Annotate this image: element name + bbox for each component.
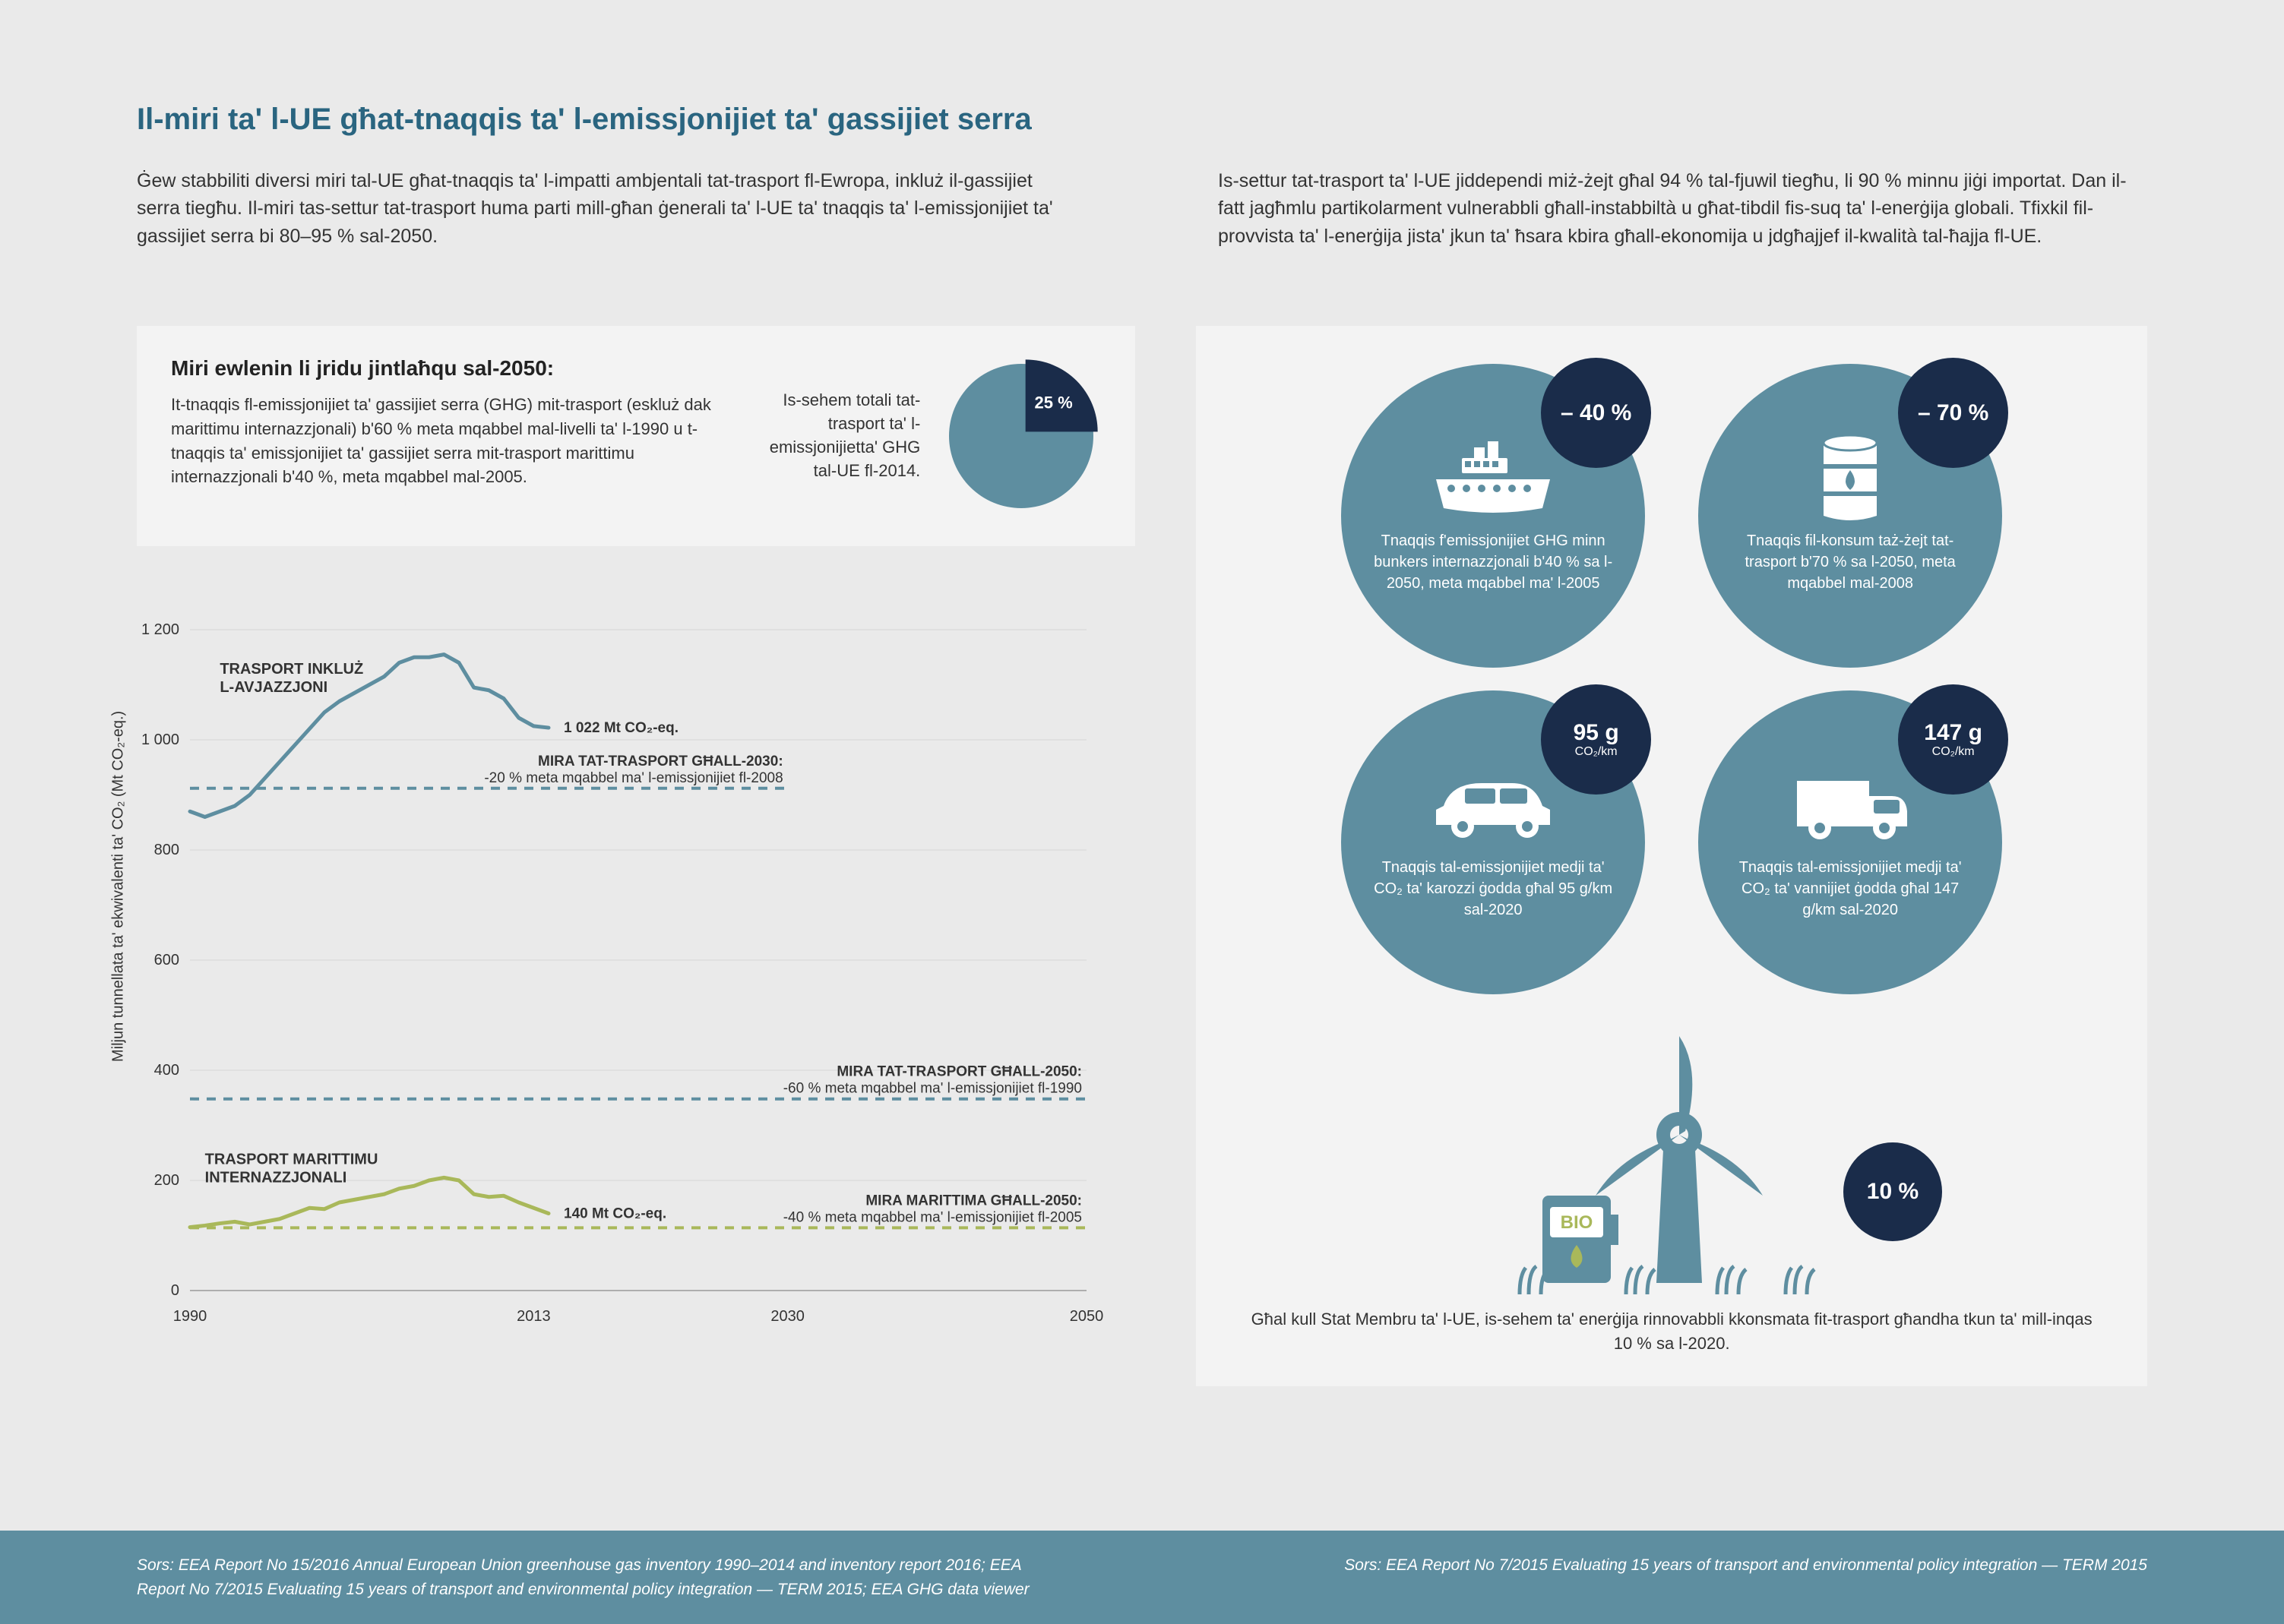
targets-box: Miri ewlenin li jridu jintlaħqu sal-2050… (137, 326, 1135, 546)
target-van: Tnaqqis tal-emissjonijiet medji ta' CO₂ … (1698, 690, 2002, 994)
svg-text:INTERNAZZJONALI: INTERNAZZJONALI (205, 1169, 347, 1186)
circle-text: Tnaqqis tal-emissjonijiet medji ta' CO₂ … (1729, 857, 1972, 921)
svg-text:140 Mt CO₂-eq.: 140 Mt CO₂-eq. (564, 1205, 666, 1221)
svg-text:BIO: BIO (1561, 1212, 1593, 1233)
badge-value: 147 g (1924, 720, 1982, 745)
badge-ship: – 40 % (1541, 358, 1651, 468)
badge-barrel: – 70 % (1898, 358, 2008, 468)
target-ship: Tnaqqis f'emissjonijiet GHG minn bunkers… (1341, 364, 1645, 668)
svg-text:MIRA TAT-TRASPORT GĦALL-2030:: MIRA TAT-TRASPORT GĦALL-2030: (538, 754, 783, 769)
footer: Sors: EEA Report No 15/2016 Annual Europ… (0, 1531, 2284, 1624)
svg-text:1 000: 1 000 (141, 731, 179, 748)
svg-text:2030: 2030 (770, 1308, 805, 1325)
intro-left: Ġew stabbiliti diversi miri tal-UE għat-… (137, 167, 1066, 250)
chart-container: Miljun tunnellata ta' ekwivalenti ta' CO… (137, 577, 1135, 1386)
svg-text:800: 800 (154, 842, 179, 858)
intro-right: Is-settur tat-trasport ta' l-UE jiddepen… (1218, 167, 2147, 250)
pie-chart: 25 % (941, 356, 1101, 516)
targets-text: Miri ewlenin li jridu jintlaħqu sal-2050… (171, 356, 715, 516)
badge-sub: CO₂/km (1932, 745, 1975, 759)
ship-icon (1428, 438, 1558, 521)
svg-text:2013: 2013 (517, 1308, 551, 1325)
svg-text:TRASPORT MARITTIMU: TRASPORT MARITTIMU (205, 1151, 378, 1167)
circle-text: Tnaqqis tal-emissjonijiet medji ta' CO₂ … (1371, 857, 1615, 921)
windmill-bio-icon: BIO (1444, 1025, 1900, 1298)
svg-text:L-AVJAZZJONI: L-AVJAZZJONI (220, 679, 327, 696)
y-axis-label: Miljun tunnellata ta' ekwivalenti ta' CO… (110, 711, 128, 1062)
badge-sub: CO₂/km (1575, 745, 1618, 759)
footer-left: Sors: EEA Report No 15/2016 Annual Europ… (137, 1553, 1066, 1601)
right-column: Tnaqqis f'emissjonijiet GHG minn bunkers… (1196, 295, 2147, 1386)
target-barrel: Tnaqqis fil-konsum taż-żejt tat-trasport… (1698, 364, 2002, 668)
badge-value: – 40 % (1561, 400, 1631, 425)
svg-text:1990: 1990 (173, 1308, 207, 1325)
badge-value: 10 % (1867, 1179, 1919, 1205)
footer-right: Sors: EEA Report No 7/2015 Evaluating 15… (1218, 1553, 2147, 1601)
badge-car: 95 g CO₂/km (1541, 684, 1651, 795)
right-panel: Tnaqqis f'emissjonijiet GHG minn bunkers… (1196, 326, 2147, 1386)
svg-text:MIRA MARITTIMA GĦALL-2050:: MIRA MARITTIMA GĦALL-2050: (865, 1193, 1082, 1209)
svg-text:1 200: 1 200 (141, 621, 179, 638)
page: Il-miri ta' l-UE għat-tnaqqis ta' l-emis… (0, 0, 2284, 1624)
svg-text:2050: 2050 (1070, 1308, 1104, 1325)
badge-value: – 70 % (1918, 400, 1988, 425)
svg-text:-20 % meta mqabbel ma' l-emiss: -20 % meta mqabbel ma' l-emissjonijiet f… (484, 770, 783, 786)
svg-text:TRASPORT INKLUŻ: TRASPORT INKLUŻ (220, 660, 363, 678)
svg-text:0: 0 (171, 1282, 179, 1299)
badge-van: 147 g CO₂/km (1898, 684, 2008, 795)
svg-text:MIRA TAT-TRASPORT GĦALL-2050:: MIRA TAT-TRASPORT GĦALL-2050: (837, 1063, 1082, 1079)
barrel-icon (1812, 438, 1888, 521)
circles-row-2: Tnaqqis tal-emissjonijiet medji ta' CO₂ … (1341, 690, 2002, 994)
badge-bio: 10 % (1843, 1142, 1942, 1241)
bio-graphic: BIO 10 % (1242, 1025, 2102, 1356)
pie-caption: Is-sehem totali tat-trasport ta' l-emiss… (761, 389, 920, 482)
svg-text:25 %: 25 % (1035, 393, 1073, 412)
van-icon (1786, 764, 1915, 848)
header: Il-miri ta' l-UE għat-tnaqqis ta' l-emis… (0, 0, 2284, 295)
emissions-line-chart: 0 200 400 600 800 1 000 1 200 1990 2013 2030 2050 M… (137, 607, 1109, 1336)
circle-text: Tnaqqis f'emissjonijiet GHG minn bunkers… (1371, 530, 1615, 594)
badge-value: 95 g (1574, 720, 1619, 745)
svg-text:400: 400 (154, 1062, 179, 1079)
bio-caption: Għal kull Stat Membru ta' l-UE, is-sehem… (1242, 1307, 2102, 1356)
svg-text:600: 600 (154, 952, 179, 968)
main-content: Miri ewlenin li jridu jintlaħqu sal-2050… (0, 295, 2284, 1386)
pie-area: Is-sehem totali tat-trasport ta' l-emiss… (761, 356, 1101, 516)
page-title: Il-miri ta' l-UE għat-tnaqqis ta' l-emis… (137, 103, 2147, 137)
svg-text:-40 % meta mqabbel ma' l-emiss: -40 % meta mqabbel ma' l-emissjonijiet f… (783, 1209, 1082, 1225)
circle-text: Tnaqqis fil-konsum taż-żejt tat-trasport… (1729, 530, 1972, 594)
circles-row-1: Tnaqqis f'emissjonijiet GHG minn bunkers… (1341, 364, 2002, 668)
svg-text:-60 % meta mqabbel ma' l-emiss: -60 % meta mqabbel ma' l-emissjonijiet f… (783, 1080, 1082, 1096)
car-icon (1428, 764, 1558, 848)
intro-columns: Ġew stabbiliti diversi miri tal-UE għat-… (137, 167, 2147, 250)
left-column: Miri ewlenin li jridu jintlaħqu sal-2050… (137, 295, 1135, 1386)
target-car: Tnaqqis tal-emissjonijiet medji ta' CO₂ … (1341, 690, 1645, 994)
svg-text:1 022 Mt CO₂-eq.: 1 022 Mt CO₂-eq. (564, 720, 679, 736)
targets-body: It-tnaqqis fl-emissjonijiet ta' gassijie… (171, 393, 715, 490)
targets-heading: Miri ewlenin li jridu jintlaħqu sal-2050… (171, 356, 715, 381)
svg-text:200: 200 (154, 1172, 179, 1189)
